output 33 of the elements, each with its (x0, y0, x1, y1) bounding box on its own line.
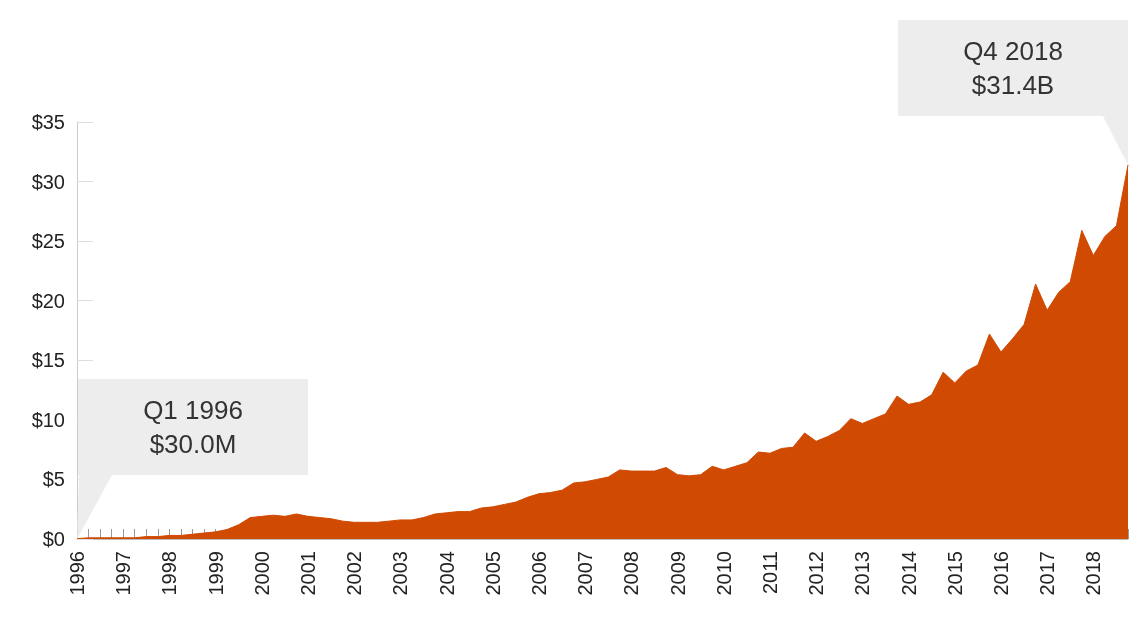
y-tick-label: $10 (31, 408, 65, 431)
x-tick-label: 2004 (435, 551, 458, 596)
x-tick-label: 2003 (389, 551, 412, 596)
x-tick-label: 2015 (943, 551, 966, 596)
x-tick-label: 2012 (805, 551, 828, 596)
y-tick-label: $20 (31, 289, 65, 312)
y-tick-label: $15 (31, 349, 65, 372)
x-tick-label: 1996 (66, 551, 88, 596)
x-tick-label: 2000 (250, 551, 273, 596)
x-tick-label: 1998 (158, 551, 181, 596)
y-tick-label: $25 (31, 230, 65, 253)
x-tick-label: 2005 (481, 551, 504, 596)
x-tick-label: 1999 (204, 551, 227, 596)
x-tick-label: 2007 (574, 551, 597, 596)
text: Q4 2018 $31.4B (898, 19, 1128, 116)
x-tick-label: 2010 (712, 551, 735, 596)
x-tick-label: 2009 (666, 551, 689, 596)
x-tick-label: 2011 (758, 551, 781, 595)
x-tick-label: 2006 (527, 551, 550, 596)
x-tick-label: 2008 (620, 551, 643, 596)
x-tick-label: 2018 (1082, 551, 1105, 596)
x-tick-label: 2013 (851, 551, 874, 596)
x-tick-label: 2017 (1036, 551, 1059, 596)
x-tick-label: 2002 (343, 551, 366, 596)
x-tick-label: 2001 (296, 551, 319, 596)
y-tick-label: $30 (31, 170, 65, 193)
y-tick-label: $5 (42, 468, 65, 491)
y-tick-label: $35 (31, 111, 65, 133)
annotation: Q1 1996 $30.0M (78, 378, 308, 475)
x-tick-label: 2014 (897, 551, 920, 596)
y-tick-label: $0 (42, 528, 65, 550)
x-tick-label: 2016 (989, 551, 1012, 596)
x-tick-label: 1997 (112, 551, 135, 596)
